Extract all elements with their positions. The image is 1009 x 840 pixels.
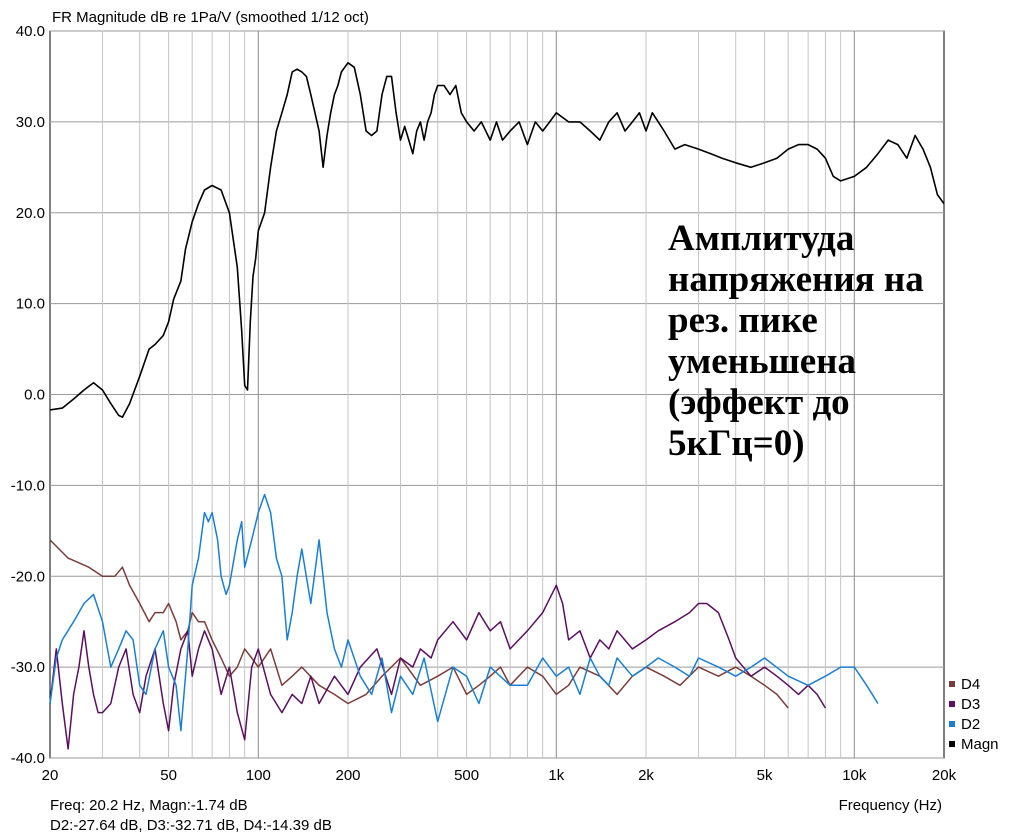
legend-swatch <box>949 681 955 687</box>
x-tick-label: 200 <box>335 767 360 784</box>
legend-swatch <box>949 741 955 747</box>
x-tick-label: 50 <box>160 767 177 784</box>
series-line-d3 <box>49 584 827 750</box>
y-tick-label: 10.0 <box>16 296 45 313</box>
x-tick-label: 2k <box>638 767 654 784</box>
y-tick-label: -20.0 <box>11 568 45 585</box>
y-axis-ticks: 40.0 30.0 20.0 10.0 0.0 -10.0 -20.0 -30.0 -40.0 <box>11 23 45 767</box>
cursor-readout-line-2: D2:-27.64 dB, D3:-32.71 dB, D4:-14.39 dB <box>50 817 332 834</box>
x-tick-label: 5k <box>757 767 773 784</box>
chart-title: FR Magnitude dB re 1Pa/V (smoothed 1/12 … <box>52 9 369 26</box>
legend-swatch <box>949 721 955 727</box>
x-tick-label: 10k <box>842 767 867 784</box>
x-tick-label: 20k <box>932 767 957 784</box>
series-line-d2 <box>49 493 879 732</box>
x-axis-ticks: 20 50 100 200 500 1k 2k 5k 10k 20k <box>42 767 957 784</box>
legend-label: D4 <box>961 676 980 693</box>
legend-label: D2 <box>961 716 980 733</box>
cursor-readout-line-1: Freq: 20.2 Hz, Magn:-1.74 dB <box>50 797 248 814</box>
annotation-text: Амплитуда напряжения на рез. пике уменьш… <box>668 218 924 464</box>
legend: D4 D3 D2 Magn <box>949 676 999 753</box>
y-tick-label: 30.0 <box>16 114 45 131</box>
legend-label: Magn <box>961 736 999 753</box>
y-tick-label: 20.0 <box>16 205 45 222</box>
y-tick-label: -10.0 <box>11 477 45 494</box>
series-line-magn <box>49 62 945 418</box>
y-tick-label: -30.0 <box>11 659 45 676</box>
legend-swatch <box>949 701 955 707</box>
grid <box>50 30 944 759</box>
y-tick-label: 0.0 <box>24 387 45 404</box>
x-tick-label: 20 <box>42 767 59 784</box>
x-tick-label: 1k <box>548 767 564 784</box>
x-axis-label: Frequency (Hz) <box>839 797 942 814</box>
series-lines <box>49 62 945 750</box>
legend-label: D3 <box>961 696 980 713</box>
y-tick-label: 40.0 <box>16 23 45 40</box>
x-tick-label: 100 <box>246 767 271 784</box>
y-tick-label: -40.0 <box>11 750 45 767</box>
x-tick-label: 500 <box>454 767 479 784</box>
